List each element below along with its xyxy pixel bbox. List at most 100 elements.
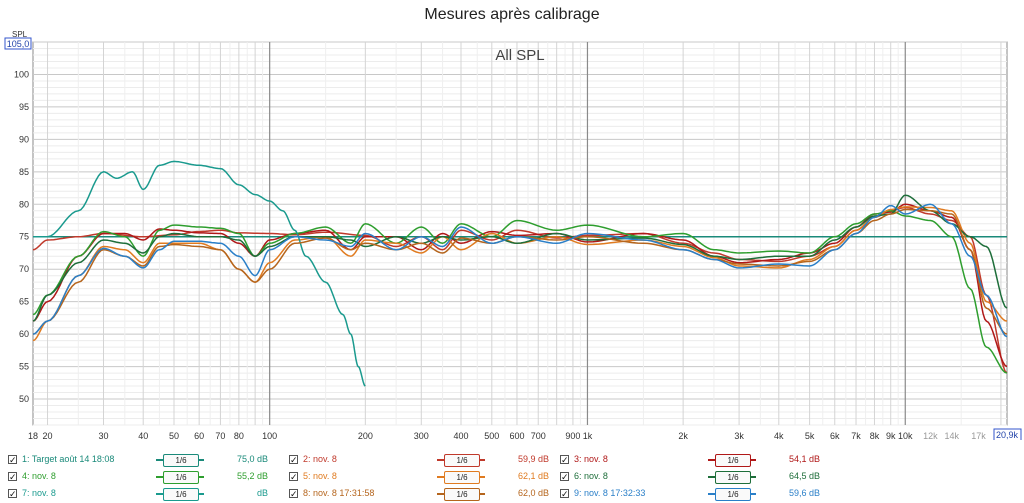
legend-level: dB [256,488,268,498]
x-tick-label: 12k [923,431,938,440]
legend-checkbox[interactable]: ✓ [289,455,298,465]
x-tick-label: 50 [169,431,179,440]
legend-item-1: ✓ 1: Target août 14 18:08 1/6 75,0 dB [8,453,278,469]
legend-checkbox[interactable]: ✓ [560,489,569,499]
x-tick-label: 40 [138,431,148,440]
x-tick-label: 5k [805,431,815,440]
legend-label: 7: nov. 8 [22,488,56,498]
legend-checkbox[interactable]: ✓ [560,472,569,482]
x-tick-label: 8k [870,431,880,440]
legend-smoothing-button[interactable]: 1/6 [715,454,751,467]
series-line-4 [32,210,1008,374]
legend-smoothing-button[interactable]: 1/6 [444,488,480,501]
x-tick-label: 2k [678,431,688,440]
x-tick-label: 200 [358,431,373,440]
y-tick-label: 55 [19,362,29,372]
x-tick-label: 4k [774,431,784,440]
x-tick-label: 100 [262,431,277,440]
x-tick-label: 70 [215,431,225,440]
legend-checkbox[interactable]: ✓ [8,455,17,465]
series-line-9 [32,203,1008,338]
legend-label: 4: nov. 8 [22,471,56,481]
legend-item-7: ✓ 7: nov. 8 1/6 dB [8,487,278,503]
legend-label: 2: nov. 8 [303,454,337,464]
legend-item-5: ✓ 5: nov. 8 1/6 62,1 dB [289,470,559,486]
x-right-box [993,428,1022,440]
y-axis-label: SPL [12,30,28,39]
x-tick-label: 300 [414,431,429,440]
legend-level: 75,0 dB [236,454,268,464]
legend-smoothing-button[interactable]: 1/6 [444,454,480,467]
x-tick-label: 600 [509,431,524,440]
series-layer [32,160,1008,387]
legend-level: 62,0 dB [517,488,549,498]
x-tick-label: 17k [971,431,986,440]
y-tick-label: 60 [19,329,29,339]
x-tick-label: 400 [453,431,468,440]
x-tick-label: 1k [583,431,593,440]
x-tick-label: 9k [886,431,896,440]
series-line-6 [32,194,1008,322]
y-tick-label: 65 [19,297,29,307]
x-right-value: 20,9k [996,430,1019,440]
legend-label: 1: Target août 14 18:08 [22,454,115,464]
series-line-7 [33,160,366,387]
legend-smoothing-button[interactable]: 1/6 [444,471,480,484]
legend-label: 3: nov. 8 [574,454,608,464]
legend-label: 5: nov. 8 [303,471,337,481]
series-line-8 [32,208,1008,335]
legend-checkbox[interactable]: ✓ [560,455,569,465]
y-tick-label: 70 [19,264,29,274]
legend-smoothing-button[interactable]: 1/6 [163,488,199,501]
legend-label: 6: nov. 8 [574,471,608,481]
x-tick-label: 60 [194,431,204,440]
legend-checkbox[interactable]: ✓ [8,472,17,482]
legend-smoothing-button[interactable]: 1/6 [715,471,751,484]
x-tick-label: 6k [830,431,840,440]
y-tick-label: 90 [19,134,29,144]
y-top-value: 105,0 [7,39,30,49]
legend-item-9: ✓ 9: nov. 8 17:32:33 1/6 59,6 dB [560,487,830,503]
legend-item-2: ✓ 2: nov. 8 1/6 59,9 dB [289,453,559,469]
legend-item-3: ✓ 3: nov. 8 1/6 54,1 dB [560,453,830,469]
legend-level: 62,1 dB [517,471,549,481]
legend-checkbox[interactable]: ✓ [8,489,17,499]
legend-label: 9: nov. 8 17:32:33 [574,488,646,498]
legend-level: 55,2 dB [236,471,268,481]
legend-item-4: ✓ 4: nov. 8 1/6 55,2 dB [8,470,278,486]
x-tick-label: 500 [484,431,499,440]
legend-label: 8: nov. 8 17:31:58 [303,488,375,498]
y-tick-label: 50 [19,394,29,404]
y-tick-label: 75 [19,232,29,242]
chart-subtitle: All SPL [495,47,544,64]
x-tick-label: 80 [234,431,244,440]
legend-level: 59,9 dB [517,454,549,464]
x-tick-label: 18 [28,431,38,440]
legend-level: 64,5 dB [788,471,820,481]
legend-checkbox[interactable]: ✓ [289,472,298,482]
y-tick-label: 85 [19,167,29,177]
chart-title: Mesures après calibrage [424,6,600,23]
legend-level: 59,6 dB [788,488,820,498]
y-tick-label: 100 [14,69,29,79]
legend-smoothing-button[interactable]: 1/6 [163,471,199,484]
x-tick-label: 900 [565,431,580,440]
x-tick-label: 7k [851,431,861,440]
y-top-box [4,37,32,50]
x-tick-label: 10k [898,431,913,440]
legend-checkbox[interactable]: ✓ [289,489,298,499]
legend-item-8: ✓ 8: nov. 8 17:31:58 1/6 62,0 dB [289,487,559,503]
x-tick-label: 700 [531,431,546,440]
legend-smoothing-button[interactable]: 1/6 [715,488,751,501]
legend-item-6: ✓ 6: nov. 8 1/6 64,5 dB [560,470,830,486]
x-tick-label: 14k [944,431,959,440]
x-tick-label: 30 [98,431,108,440]
x-tick-label: 3k [734,431,744,440]
x-tick-label: 20 [43,431,53,440]
legend-smoothing-button[interactable]: 1/6 [163,454,199,467]
y-tick-label: 95 [19,102,29,112]
y-tick-label: 80 [19,199,29,209]
legend-level: 54,1 dB [788,454,820,464]
